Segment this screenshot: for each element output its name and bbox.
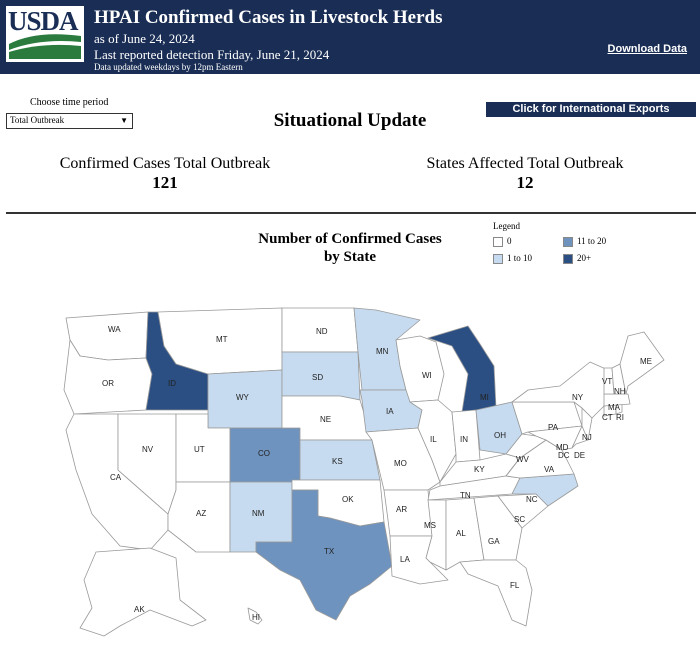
label-oh: OH <box>494 431 506 440</box>
states-label: States Affected Total Outbreak <box>426 155 624 172</box>
us-state-map: WA MT ND MN ME OR ID SD WI MI VT NH NY M… <box>63 307 665 637</box>
label-ny: NY <box>572 393 584 402</box>
state-fl[interactable] <box>459 559 533 627</box>
label-ut: UT <box>194 445 205 454</box>
page-header: USDA HPAI Confirmed Cases in Livestock H… <box>0 0 700 74</box>
page-title: HPAI Confirmed Cases in Livestock Herds <box>94 7 443 28</box>
label-ok: OK <box>342 495 354 504</box>
label-ne: NE <box>320 415 331 424</box>
confirmed-cases-stat: Confirmed Cases Total Outbreak 121 <box>40 155 290 193</box>
label-tn: TN <box>460 491 471 500</box>
usda-logo: USDA <box>6 6 84 62</box>
label-wv: WV <box>516 455 530 464</box>
label-la: LA <box>400 555 410 564</box>
time-period-select[interactable]: Total Outbreak ▼ <box>6 113 133 129</box>
label-hi: HI <box>252 613 260 622</box>
label-id: ID <box>168 379 176 388</box>
time-period-label: Choose time period <box>30 97 109 108</box>
label-fl: FL <box>510 581 520 590</box>
legend-item-1-10: 1 to 10 <box>493 253 532 264</box>
last-detection: Last reported detection Friday, June 21,… <box>94 47 330 62</box>
label-az: AZ <box>196 509 206 518</box>
label-tx: TX <box>324 547 335 556</box>
update-note: Data updated weekdays by 12pm Eastern <box>94 62 243 72</box>
label-ia: IA <box>386 407 394 416</box>
label-ms: MS <box>424 521 436 530</box>
label-nm: NM <box>252 509 265 518</box>
label-nd: ND <box>316 327 328 336</box>
label-ct: CT <box>602 413 613 422</box>
time-period-value: Total Outbreak <box>10 115 65 125</box>
label-nc: NC <box>526 495 538 504</box>
label-mn: MN <box>376 347 389 356</box>
download-data-link[interactable]: Download Data <box>607 43 687 55</box>
legend-swatch <box>563 236 573 247</box>
state-ak[interactable] <box>79 547 207 637</box>
cases-value: 121 <box>152 173 178 192</box>
label-wy: WY <box>236 393 250 402</box>
label-wa: WA <box>108 325 121 334</box>
label-de: DE <box>574 451 585 460</box>
state-wv[interactable] <box>505 433 547 477</box>
label-nj: NJ <box>582 433 592 442</box>
legend-item-11-20: 11 to 20 <box>563 236 606 247</box>
state-me[interactable] <box>619 331 665 395</box>
state-tx[interactable] <box>255 489 393 621</box>
label-il: IL <box>430 435 437 444</box>
divider <box>6 212 696 214</box>
label-ma: MA <box>608 403 621 412</box>
as-of-date: as of June 24, 2024 <box>94 31 195 46</box>
label-or: OR <box>102 379 114 388</box>
chevron-down-icon: ▼ <box>120 116 128 125</box>
label-va: VA <box>544 465 555 474</box>
cases-label: Confirmed Cases Total Outbreak <box>59 155 271 172</box>
legend-item-0: 0 <box>493 236 512 247</box>
label-vt: VT <box>602 377 612 386</box>
state-ny[interactable] <box>511 361 609 419</box>
label-wi: WI <box>422 371 432 380</box>
states-value: 12 <box>516 173 534 192</box>
label-ak: AK <box>134 605 145 614</box>
label-ky: KY <box>474 465 485 474</box>
legend-swatch <box>493 236 503 247</box>
label-in: IN <box>460 435 468 444</box>
label-mi: MI <box>480 393 489 402</box>
international-exports-button[interactable]: Click for International Exports <box>486 102 696 117</box>
section-title: Situational Update <box>273 110 427 131</box>
label-pa: PA <box>548 423 559 432</box>
label-ca: CA <box>110 473 122 482</box>
legend-title: Legend <box>493 221 520 231</box>
label-ga: GA <box>488 537 500 546</box>
label-me: ME <box>640 357 652 366</box>
label-nv: NV <box>142 445 154 454</box>
label-mt: MT <box>216 335 228 344</box>
label-nh: NH <box>614 387 626 396</box>
legend-swatch <box>493 253 503 264</box>
label-dc: DC <box>558 451 570 460</box>
label-ri: RI <box>616 413 624 422</box>
states-affected-stat: States Affected Total Outbreak 12 <box>390 155 660 193</box>
label-co: CO <box>258 449 270 458</box>
label-al: AL <box>456 529 466 538</box>
label-ks: KS <box>332 457 343 466</box>
label-sc: SC <box>514 515 525 524</box>
label-md: MD <box>556 443 569 452</box>
label-mo: MO <box>394 459 407 468</box>
label-ar: AR <box>396 505 407 514</box>
state-hi[interactable] <box>247 607 263 625</box>
map-title: Number of Confirmed Cases by State <box>258 231 442 265</box>
legend-swatch <box>563 253 573 264</box>
label-sd: SD <box>312 373 323 382</box>
legend-item-20-plus: 20+ <box>563 253 591 264</box>
